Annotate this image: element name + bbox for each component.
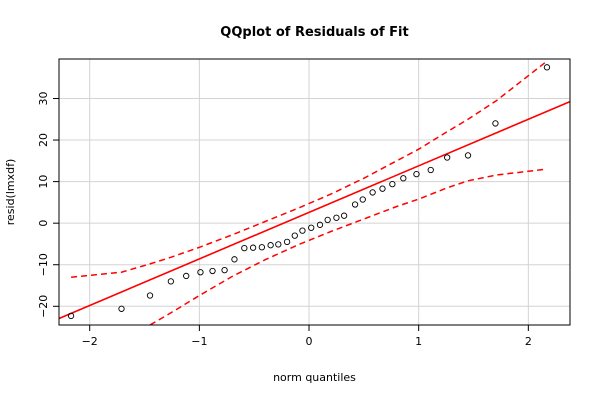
- residual-point: [183, 272, 190, 280]
- residual-point: [379, 185, 386, 192]
- residual-point: [209, 267, 216, 275]
- residual-point: [283, 238, 291, 246]
- x-tick-label: 0: [306, 335, 313, 348]
- residual-point: [118, 305, 125, 312]
- x-tick-label: 1: [415, 335, 422, 348]
- residual-point: [221, 266, 228, 274]
- residual-point: [308, 224, 315, 231]
- x-tick-label: 2: [525, 335, 532, 348]
- x-tick-label: −1: [191, 335, 207, 348]
- residual-point: [413, 170, 420, 178]
- residual-point: [67, 312, 75, 320]
- y-tick-label: 30: [37, 91, 50, 105]
- residual-point: [241, 244, 248, 252]
- residual-point: [351, 201, 359, 208]
- y-tick-label: −20: [37, 295, 50, 318]
- residual-point: [249, 244, 257, 251]
- residual-point: [333, 214, 340, 221]
- residual-point: [427, 166, 434, 174]
- residual-point: [369, 189, 376, 196]
- residual-point: [316, 221, 324, 228]
- y-tick-label: 10: [37, 175, 50, 189]
- x-axis-label: norm quantiles: [273, 371, 356, 384]
- residual-point: [299, 227, 306, 234]
- residual-point: [340, 212, 348, 219]
- residual-point: [464, 152, 472, 159]
- residual-point: [167, 278, 174, 285]
- qq-reference-line: [59, 100, 570, 320]
- residual-point: [267, 242, 274, 249]
- residual-point: [197, 269, 204, 276]
- lower-confidence-envelope: [148, 168, 548, 325]
- y-tick-label: −10: [37, 253, 50, 276]
- plot-area: [59, 60, 570, 325]
- chart-title: QQplot of Residuals of Fit: [220, 25, 408, 40]
- residual-point: [258, 244, 266, 251]
- residual-point: [291, 232, 298, 239]
- residual-point: [359, 196, 366, 203]
- residual-point: [543, 64, 551, 71]
- residual-point: [146, 292, 154, 299]
- residual-point: [444, 154, 451, 161]
- residual-point: [492, 120, 499, 127]
- plot-frame: [58, 58, 571, 326]
- grid: [59, 59, 570, 325]
- upper-confidence-envelope: [71, 60, 548, 278]
- residual-point: [231, 256, 238, 263]
- residual-point: [324, 216, 331, 223]
- y-axis-label: resid(lmxdf): [4, 159, 17, 226]
- y-tick-label: 0: [37, 220, 50, 227]
- residual-point: [275, 241, 282, 248]
- x-tick-label: −2: [82, 335, 98, 348]
- residual-point: [389, 180, 396, 188]
- residual-point: [400, 175, 407, 182]
- y-tick-label: 20: [37, 133, 50, 147]
